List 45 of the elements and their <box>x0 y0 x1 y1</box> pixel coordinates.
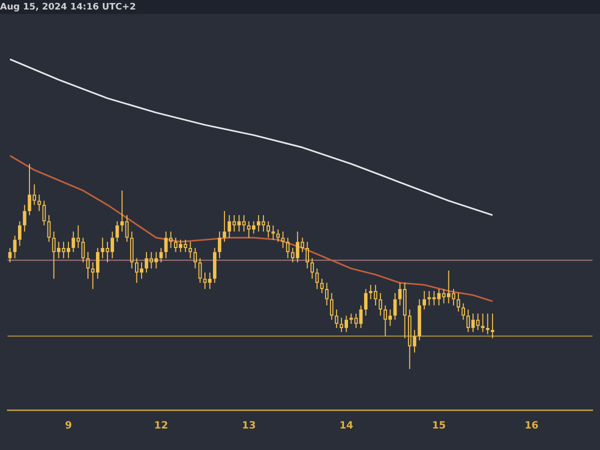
chart-title: Aug 15, 2024 14:16 UTC+2 <box>0 2 136 13</box>
x-tick-label: 9 <box>64 420 72 432</box>
candlestick <box>38 194 41 212</box>
candlestick <box>364 288 368 316</box>
candlestick <box>116 220 119 242</box>
candlestick <box>222 210 226 242</box>
candlestick <box>188 241 192 259</box>
candlestick <box>422 290 426 310</box>
candlestick <box>320 278 324 294</box>
candlestick <box>276 229 280 242</box>
candlestick <box>271 224 275 240</box>
candlestick <box>281 231 285 248</box>
candlestick <box>418 298 422 341</box>
candlestick <box>159 247 163 263</box>
candlestick <box>81 237 85 263</box>
candlestick <box>286 237 290 259</box>
candlestick <box>130 231 134 269</box>
x-tick-label: 16 <box>524 420 539 432</box>
candlestick <box>315 268 319 290</box>
candlestick <box>198 258 202 284</box>
x-tick-label: 13 <box>242 420 256 432</box>
x-tick-label: 15 <box>432 420 446 432</box>
candlestick <box>266 220 270 238</box>
candlestick <box>22 204 26 232</box>
candlestick <box>486 313 490 335</box>
candlestick <box>481 313 484 333</box>
candlestick <box>378 292 382 316</box>
candlestick <box>310 258 314 280</box>
candlestick <box>306 241 310 269</box>
candlestick <box>212 247 216 284</box>
x-tick-label: 14 <box>339 420 354 432</box>
candlestick <box>218 231 222 259</box>
candlestick <box>193 247 197 269</box>
candlestick <box>86 252 90 280</box>
candlestick <box>456 292 460 312</box>
candlestick <box>42 200 46 226</box>
candlestick <box>18 220 22 246</box>
candlestick <box>393 292 397 320</box>
candlestick <box>13 235 17 259</box>
candlestick <box>47 214 51 242</box>
candlestick <box>334 308 338 328</box>
x-tick-label: 12 <box>154 420 168 432</box>
candlestick <box>330 292 334 320</box>
candlestick <box>462 302 465 320</box>
candlestick <box>325 282 329 306</box>
